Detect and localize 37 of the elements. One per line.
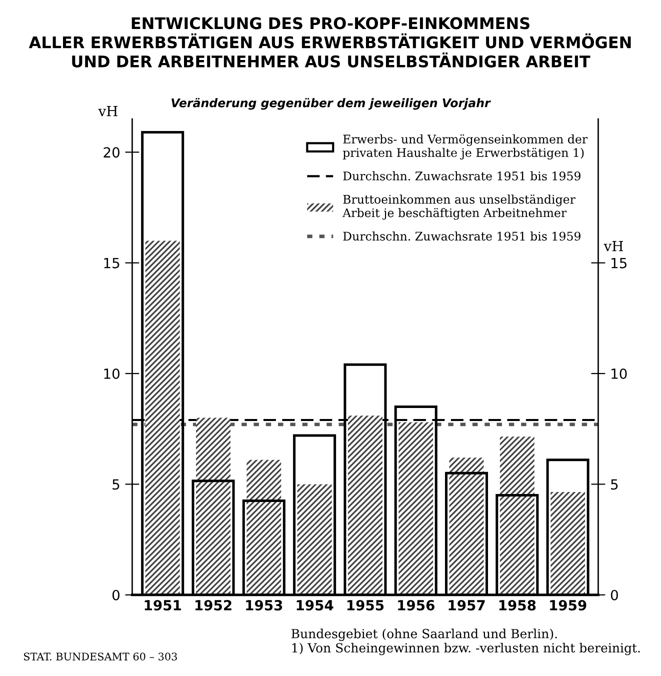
y-tick-label: 15 <box>104 258 120 268</box>
bar <box>145 240 180 595</box>
y-tick-label: 0 <box>112 590 120 600</box>
bar <box>550 492 586 595</box>
legend-label: Durchschn. Zuwachsrate 1951 bis 1959 <box>343 231 580 241</box>
bar <box>398 422 434 595</box>
legend-label: Bruttoeinkommen aus unselbständiger Arbeit je beschäftigten Arbeitnehmer <box>342 194 576 220</box>
y-tick-label: 10 <box>104 368 120 380</box>
y2-tick-label: 0 <box>610 590 618 600</box>
bar <box>297 484 332 595</box>
x-tick-label: 1956 <box>398 600 434 610</box>
text: Bundesgebiet (ohne Saarland und Berlin). 1) Von Scheingewinnen bzw. -verlusten nicht bereinigt. <box>292 628 640 656</box>
y-tick-label: 20 <box>104 147 120 158</box>
x-tick-label: 1959 <box>550 600 586 610</box>
legend-label: Durchschn. Zuwachsrate 1951 bis 1959 <box>343 171 580 180</box>
y2-tick-label: 5 <box>611 479 618 490</box>
x-tick-label: 1951 <box>144 600 181 610</box>
bar <box>348 416 382 595</box>
y2-tick-label: 15 <box>612 258 626 268</box>
y2-axis-title: vH <box>604 240 623 252</box>
bar <box>449 458 484 595</box>
y-axis-title: vH <box>98 106 118 116</box>
x-tick-label: 1957 <box>448 600 485 610</box>
x-tick-label: 1955 <box>347 600 384 610</box>
x-tick-label: 1958 <box>499 600 536 610</box>
chart-title: ENTWICKLUNG DES PRO-KOPF-EINKOMMENS ALLER ERWERBSTÄTIGEN AUS ERWERBSTÄTIGKEIT UND VERMÖGEN UND DER ARBEITNEHMER AUS UNSELBSTÄNDIGER ARBEIT <box>28 17 631 68</box>
legend-label: Erwerbs- und Vermögenseinkommen der privaten Haushalte je Erwerbstätigen 1) <box>342 134 588 160</box>
chart-subtitle: Veränderung gegenüber dem jeweiligen Vorjahr <box>172 98 491 110</box>
y-tick-label: 5 <box>112 479 120 490</box>
x-tick-label: 1953 <box>246 600 282 610</box>
bar <box>500 436 534 595</box>
text: STAT. BUNDESAMT 60 – 303 <box>24 652 177 660</box>
bar <box>246 460 282 595</box>
x-tick-label: 1952 <box>195 600 232 610</box>
y2-tick-label: 10 <box>612 368 627 380</box>
bar <box>196 418 230 595</box>
x-tick-label: 1954 <box>296 600 334 610</box>
